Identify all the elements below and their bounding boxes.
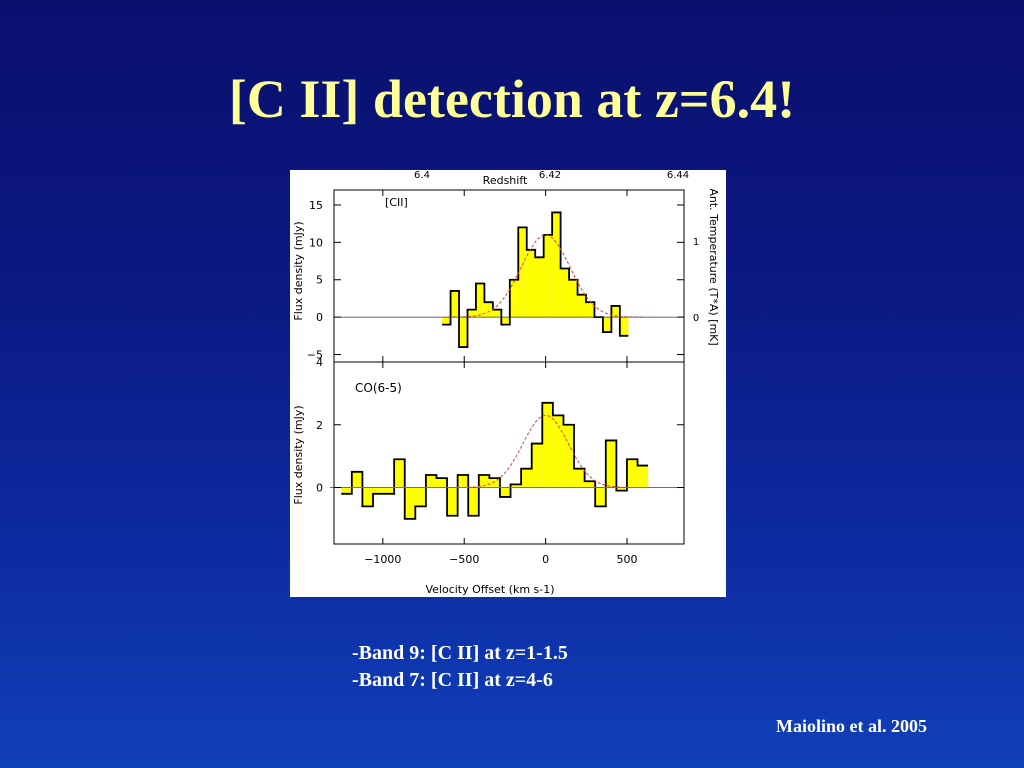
co-bar <box>468 487 479 516</box>
cii-ytick-label: 5 <box>316 274 323 287</box>
citation: Maiolino et al. 2005 <box>776 716 927 736</box>
co-gaussian-fit <box>447 414 644 489</box>
cii-bar <box>535 257 544 318</box>
right-axis-label: Ant. Temperature (T*A) [mK] <box>707 188 720 345</box>
cii-right-ticks: 10 <box>693 237 699 324</box>
co-xtick-label: 0 <box>542 553 549 566</box>
co-bar <box>415 487 426 507</box>
slide-title: [C II] detection at z=6.4! <box>228 69 796 129</box>
co-bar <box>394 459 405 488</box>
cii-bar <box>602 317 612 333</box>
co-bar <box>563 424 575 488</box>
cii-bar <box>459 317 468 348</box>
co-xtick-label: −500 <box>449 553 479 566</box>
cii-bar <box>619 317 629 336</box>
co-bar <box>457 474 469 488</box>
co-ylabel: Flux density (mJy) <box>292 405 305 504</box>
cii-yticks: 15 10 5 0 −5 <box>307 190 684 362</box>
cii-ytick-label: 0 <box>316 311 323 324</box>
co-panel-label: CO(6-5) <box>355 381 402 395</box>
cii-gaussian-fit <box>447 234 644 318</box>
co-bar <box>489 478 500 488</box>
cii-bar <box>475 283 485 318</box>
right-tick-label: 1 <box>693 237 699 248</box>
co-yticks: 4 2 0 <box>316 356 684 495</box>
co-bar <box>542 402 553 488</box>
co-bar <box>552 415 564 488</box>
cii-bar <box>484 302 493 318</box>
co-bar <box>584 481 596 488</box>
co-bar <box>372 487 384 494</box>
redshift-ticks: 6.4 6.42 6.44 <box>414 170 689 181</box>
co-xtick-label: 500 <box>617 553 638 566</box>
co-bar <box>499 487 511 497</box>
cii-bar <box>518 227 527 318</box>
bullet-list: -Band 9: [C II] at z=1-1.5 -Band 7: [C I… <box>352 640 568 694</box>
co-bar <box>616 487 627 491</box>
co-ytick-label: 4 <box>316 356 323 369</box>
co-frame <box>333 361 685 545</box>
redshift-axis-label: Redshift <box>483 174 528 187</box>
co-bar <box>436 478 448 488</box>
cii-bar <box>509 279 519 318</box>
cii-bar <box>552 212 561 318</box>
cii-bar <box>492 309 502 318</box>
redshift-tick-label: 6.4 <box>414 170 430 181</box>
cii-bar <box>501 317 510 325</box>
cii-ytick-label: −5 <box>307 349 323 362</box>
cii-panel-label: [CII] <box>385 196 408 209</box>
co-bar <box>510 484 522 488</box>
cii-bar <box>450 290 460 318</box>
cii-bar <box>577 294 586 318</box>
cii-bar <box>560 268 570 318</box>
co-ytick-label: 0 <box>316 482 323 495</box>
co-bar <box>637 465 649 488</box>
cii-bar <box>442 317 451 325</box>
co-bar <box>531 443 543 488</box>
co-bar <box>595 487 606 507</box>
co-bar <box>478 474 490 488</box>
co-bar <box>404 487 416 519</box>
co-bar <box>574 468 585 488</box>
co-bar <box>605 440 617 488</box>
co-xticks: −1000 −500 0 500 <box>364 362 638 566</box>
cii-bar <box>526 249 536 318</box>
co-bar <box>521 468 532 488</box>
cii-bar <box>467 309 476 318</box>
redshift-tick-label: 6.42 <box>539 170 561 181</box>
cii-ytick-label: 10 <box>309 236 323 249</box>
co-bars <box>341 402 649 519</box>
co-histogram-outline <box>341 401 649 520</box>
cii-bar <box>586 302 595 318</box>
cii-bar <box>611 305 620 318</box>
co-xtick-label: −1000 <box>364 553 401 566</box>
redshift-tick-label: 6.44 <box>667 170 689 181</box>
co-bar <box>626 459 638 488</box>
cii-ylabel: Flux density (mJy) <box>292 221 305 320</box>
cii-ytick-label: 15 <box>309 199 323 212</box>
co-bar <box>362 487 373 507</box>
cii-bar <box>543 234 553 318</box>
co-bar <box>425 474 437 488</box>
co-bar <box>383 487 395 494</box>
cii-histogram-outline <box>442 211 629 348</box>
co-xlabel: Velocity Offset (km s-1) <box>425 583 554 596</box>
bullet-item: -Band 7: [C II] at z=4-6 <box>352 669 553 691</box>
co-bar <box>351 471 363 488</box>
co-ytick-label: 2 <box>316 419 323 432</box>
bullet-item: -Band 9: [C II] at z=1-1.5 <box>352 642 568 664</box>
panel-co: 4 2 0 −1000 −500 0 500 CO(6-5) Flux density (… <box>292 356 685 596</box>
cii-bar <box>569 279 578 318</box>
right-tick-label: 0 <box>693 313 699 324</box>
co-bar <box>341 487 352 494</box>
co-bar <box>447 487 458 516</box>
cii-bars <box>442 212 629 348</box>
